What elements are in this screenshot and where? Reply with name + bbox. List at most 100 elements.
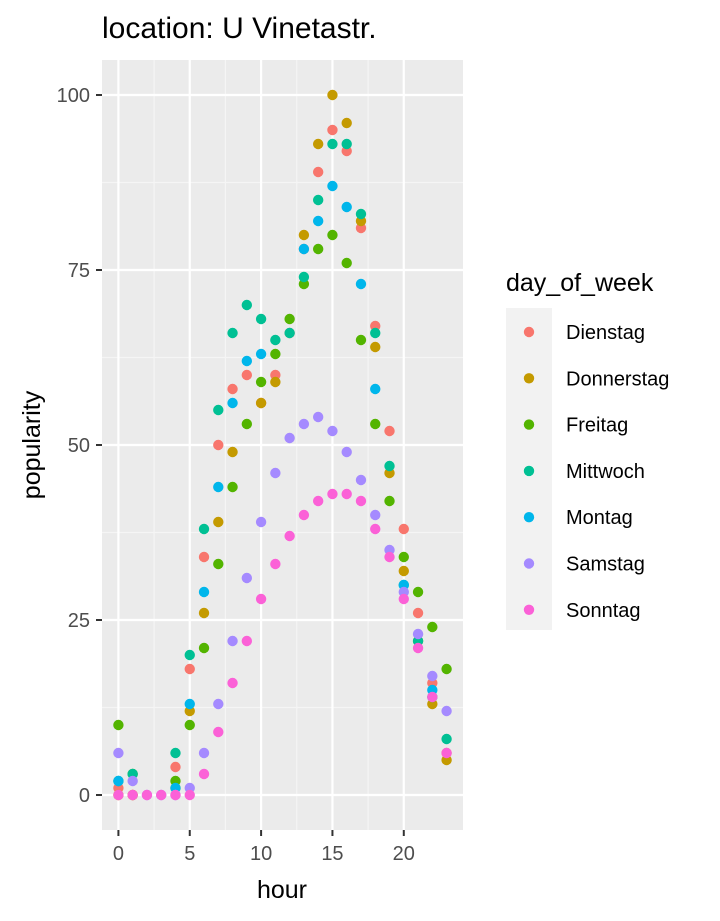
data-point bbox=[341, 488, 352, 500]
data-point bbox=[113, 747, 124, 759]
data-point bbox=[298, 271, 310, 283]
data-point bbox=[255, 348, 267, 360]
data-point bbox=[298, 229, 310, 241]
data-point bbox=[213, 439, 224, 451]
y-axis-label: popularity bbox=[18, 390, 46, 499]
data-point bbox=[213, 698, 224, 710]
data-point bbox=[327, 138, 338, 150]
data-point bbox=[270, 334, 281, 346]
data-point bbox=[198, 768, 210, 780]
data-point bbox=[284, 313, 295, 325]
data-point bbox=[384, 495, 395, 507]
x-tick-label: 20 bbox=[393, 843, 415, 865]
data-point bbox=[170, 761, 181, 773]
data-point bbox=[412, 586, 424, 598]
data-point bbox=[298, 243, 310, 255]
x-axis-label: hour bbox=[257, 876, 307, 904]
data-point bbox=[441, 733, 452, 745]
data-point bbox=[227, 327, 238, 339]
x-tick-label: 5 bbox=[184, 843, 195, 865]
data-point bbox=[113, 789, 124, 801]
data-point bbox=[341, 257, 352, 269]
data-point bbox=[213, 726, 224, 738]
legend-label: Mittwoch bbox=[566, 461, 645, 483]
data-point bbox=[227, 397, 238, 409]
data-point bbox=[412, 607, 424, 619]
legend-label: Montag bbox=[566, 507, 633, 529]
data-point bbox=[284, 432, 295, 444]
legend-key bbox=[523, 465, 535, 477]
data-point bbox=[441, 663, 452, 675]
x-tick-label: 10 bbox=[250, 843, 272, 865]
data-point bbox=[184, 663, 195, 675]
data-point bbox=[213, 481, 224, 493]
data-point bbox=[255, 376, 267, 388]
data-point bbox=[441, 705, 452, 717]
data-point bbox=[312, 243, 324, 255]
data-point bbox=[198, 747, 210, 759]
data-point bbox=[398, 593, 409, 605]
data-point bbox=[370, 341, 381, 353]
legend-label: Sonntag bbox=[566, 600, 641, 622]
data-point bbox=[355, 474, 367, 486]
x-tick-label: 15 bbox=[321, 843, 343, 865]
data-point bbox=[270, 376, 281, 388]
data-points bbox=[113, 89, 452, 801]
data-point bbox=[113, 775, 124, 787]
data-point bbox=[198, 551, 210, 563]
data-point bbox=[398, 565, 409, 577]
data-point bbox=[227, 481, 238, 493]
data-point bbox=[427, 670, 438, 682]
legend-key bbox=[523, 419, 535, 430]
data-point bbox=[312, 138, 324, 150]
data-point bbox=[370, 327, 381, 339]
data-point bbox=[384, 551, 395, 563]
major-gridlines bbox=[102, 60, 463, 830]
data-point bbox=[227, 635, 238, 647]
data-point bbox=[255, 593, 267, 605]
data-point bbox=[312, 495, 324, 507]
y-tick-label: 75 bbox=[68, 260, 90, 282]
data-point bbox=[184, 789, 195, 801]
data-point bbox=[241, 369, 253, 381]
legend-label: Donnerstag bbox=[566, 368, 669, 390]
data-point bbox=[270, 558, 281, 570]
data-point bbox=[255, 313, 267, 325]
data-point bbox=[341, 446, 352, 458]
data-point bbox=[355, 278, 367, 290]
data-point bbox=[398, 523, 409, 535]
data-point bbox=[213, 558, 224, 570]
legend-key bbox=[523, 326, 535, 338]
data-point bbox=[412, 628, 424, 640]
data-point bbox=[184, 719, 195, 731]
data-point bbox=[241, 572, 253, 584]
data-point bbox=[441, 747, 452, 759]
data-point bbox=[327, 488, 338, 500]
legend: day_of_week Dienstag Donnerstag Freitag Mit… bbox=[506, 269, 669, 630]
data-point bbox=[355, 208, 367, 220]
data-point bbox=[113, 719, 124, 731]
data-point bbox=[198, 586, 210, 598]
data-point bbox=[241, 635, 253, 647]
data-point bbox=[327, 124, 338, 136]
legend-label: Dienstag bbox=[566, 322, 645, 344]
data-point bbox=[184, 649, 195, 661]
data-point bbox=[270, 467, 281, 479]
legend-label: Samstag bbox=[566, 554, 645, 576]
data-point bbox=[127, 789, 138, 801]
data-point bbox=[327, 89, 338, 101]
data-point bbox=[213, 404, 224, 416]
data-point bbox=[270, 348, 281, 360]
data-point bbox=[198, 642, 210, 654]
data-point bbox=[227, 446, 238, 458]
legend-key bbox=[523, 373, 535, 384]
data-point bbox=[241, 299, 253, 311]
data-point bbox=[370, 383, 381, 395]
data-point bbox=[198, 523, 210, 535]
x-tick-label: 0 bbox=[113, 843, 124, 865]
data-point bbox=[170, 789, 181, 801]
legend-title: day_of_week bbox=[506, 269, 654, 297]
chart-title: location: U Vinetastr. bbox=[102, 12, 377, 45]
data-point bbox=[370, 418, 381, 430]
